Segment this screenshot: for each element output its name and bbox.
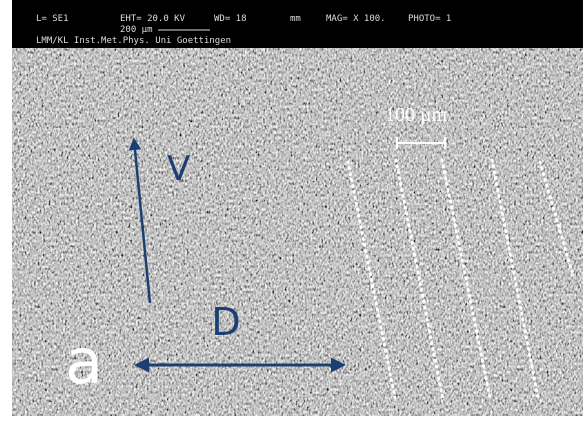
voltage: EHT= 20.0 KV xyxy=(120,14,186,24)
working-distance: WD= 18 xyxy=(214,14,247,24)
header-scale: 200 µm xyxy=(120,25,153,35)
wd-unit: mm xyxy=(290,14,301,24)
page: {"header": {"detector": "L= SE1", "volta… xyxy=(0,0,583,433)
detector: L= SE1 xyxy=(36,14,69,24)
lab: LMM/KL Inst.Met.Phys. Uni Goettingen xyxy=(36,36,231,46)
sem-figure: L= SE1 EHT= 20.0 KV WD= 18 mm MAG= X 100… xyxy=(0,0,583,433)
magnification: MAG= X 100. xyxy=(326,14,386,24)
direction-label: D xyxy=(211,300,240,344)
velocity-label: V xyxy=(167,149,190,189)
photo: PHOTO= 1 xyxy=(408,14,451,24)
panel-label: a xyxy=(65,325,103,398)
scale-bar-label: 100 µm xyxy=(385,104,448,126)
